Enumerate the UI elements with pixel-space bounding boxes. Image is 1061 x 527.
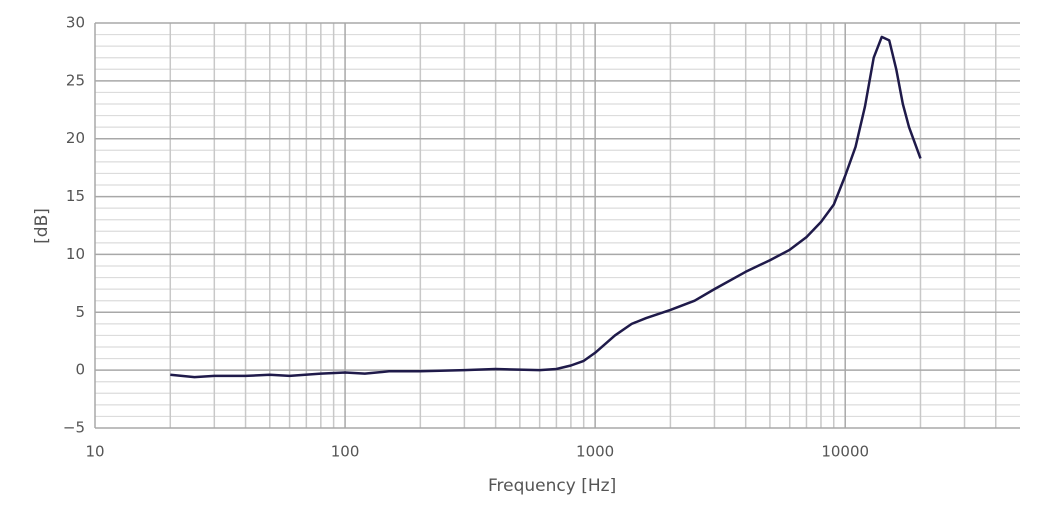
x-tick-label: 10000 bbox=[821, 443, 869, 461]
x-axis-label: Frequency [Hz] bbox=[488, 476, 616, 496]
x-tick-label: 100 bbox=[331, 443, 360, 461]
y-axis-label: [dB] bbox=[32, 208, 52, 244]
y-tick-label: 5 bbox=[75, 303, 85, 321]
y-tick-label: 30 bbox=[66, 14, 85, 32]
y-tick-label: 25 bbox=[66, 71, 85, 89]
y-tick-label: 20 bbox=[66, 129, 85, 147]
data-line bbox=[170, 35, 922, 379]
y-tick-label: 10 bbox=[66, 245, 85, 263]
y-tick-label: 0 bbox=[75, 361, 85, 379]
x-tick-label: 10 bbox=[85, 443, 104, 461]
y-tick-label: 15 bbox=[66, 187, 85, 205]
x-tick-label: 1000 bbox=[576, 443, 614, 461]
y-tick-label: −5 bbox=[63, 419, 85, 437]
